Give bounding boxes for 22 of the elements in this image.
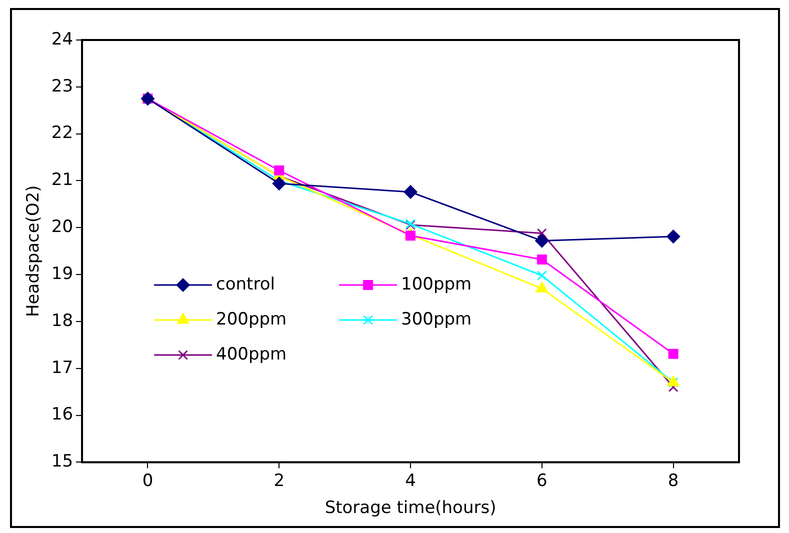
y-tick-label: 23 bbox=[51, 76, 74, 96]
legend-label: 200ppm bbox=[216, 309, 287, 330]
y-tick-label: 18 bbox=[51, 310, 74, 331]
y-axis-title: Headspace(O2) bbox=[24, 185, 44, 317]
y-tick-label: 20 bbox=[51, 217, 74, 238]
x-tick-label: 4 bbox=[405, 470, 416, 491]
y-tick-label: 19 bbox=[51, 264, 74, 284]
y-tick-label: 15 bbox=[51, 452, 74, 472]
legend-label: control bbox=[216, 274, 275, 294]
y-tick-label: 17 bbox=[51, 358, 74, 378]
y-tick-label: 24 bbox=[51, 29, 74, 50]
legend-label: 100ppm bbox=[401, 274, 472, 294]
x-tick-label: 6 bbox=[536, 470, 548, 491]
x-tick-label: 0 bbox=[142, 470, 154, 491]
y-tick-label: 22 bbox=[51, 123, 74, 144]
legend-label: 400ppm bbox=[216, 344, 287, 364]
y-tick-label: 16 bbox=[51, 404, 74, 425]
x-tick-label: 2 bbox=[274, 470, 285, 491]
y-tick-label: 21 bbox=[51, 170, 74, 190]
x-tick-label: 8 bbox=[668, 470, 679, 491]
legend-label: 300ppm bbox=[401, 309, 472, 330]
x-axis-title: Storage time(hours) bbox=[324, 498, 496, 518]
